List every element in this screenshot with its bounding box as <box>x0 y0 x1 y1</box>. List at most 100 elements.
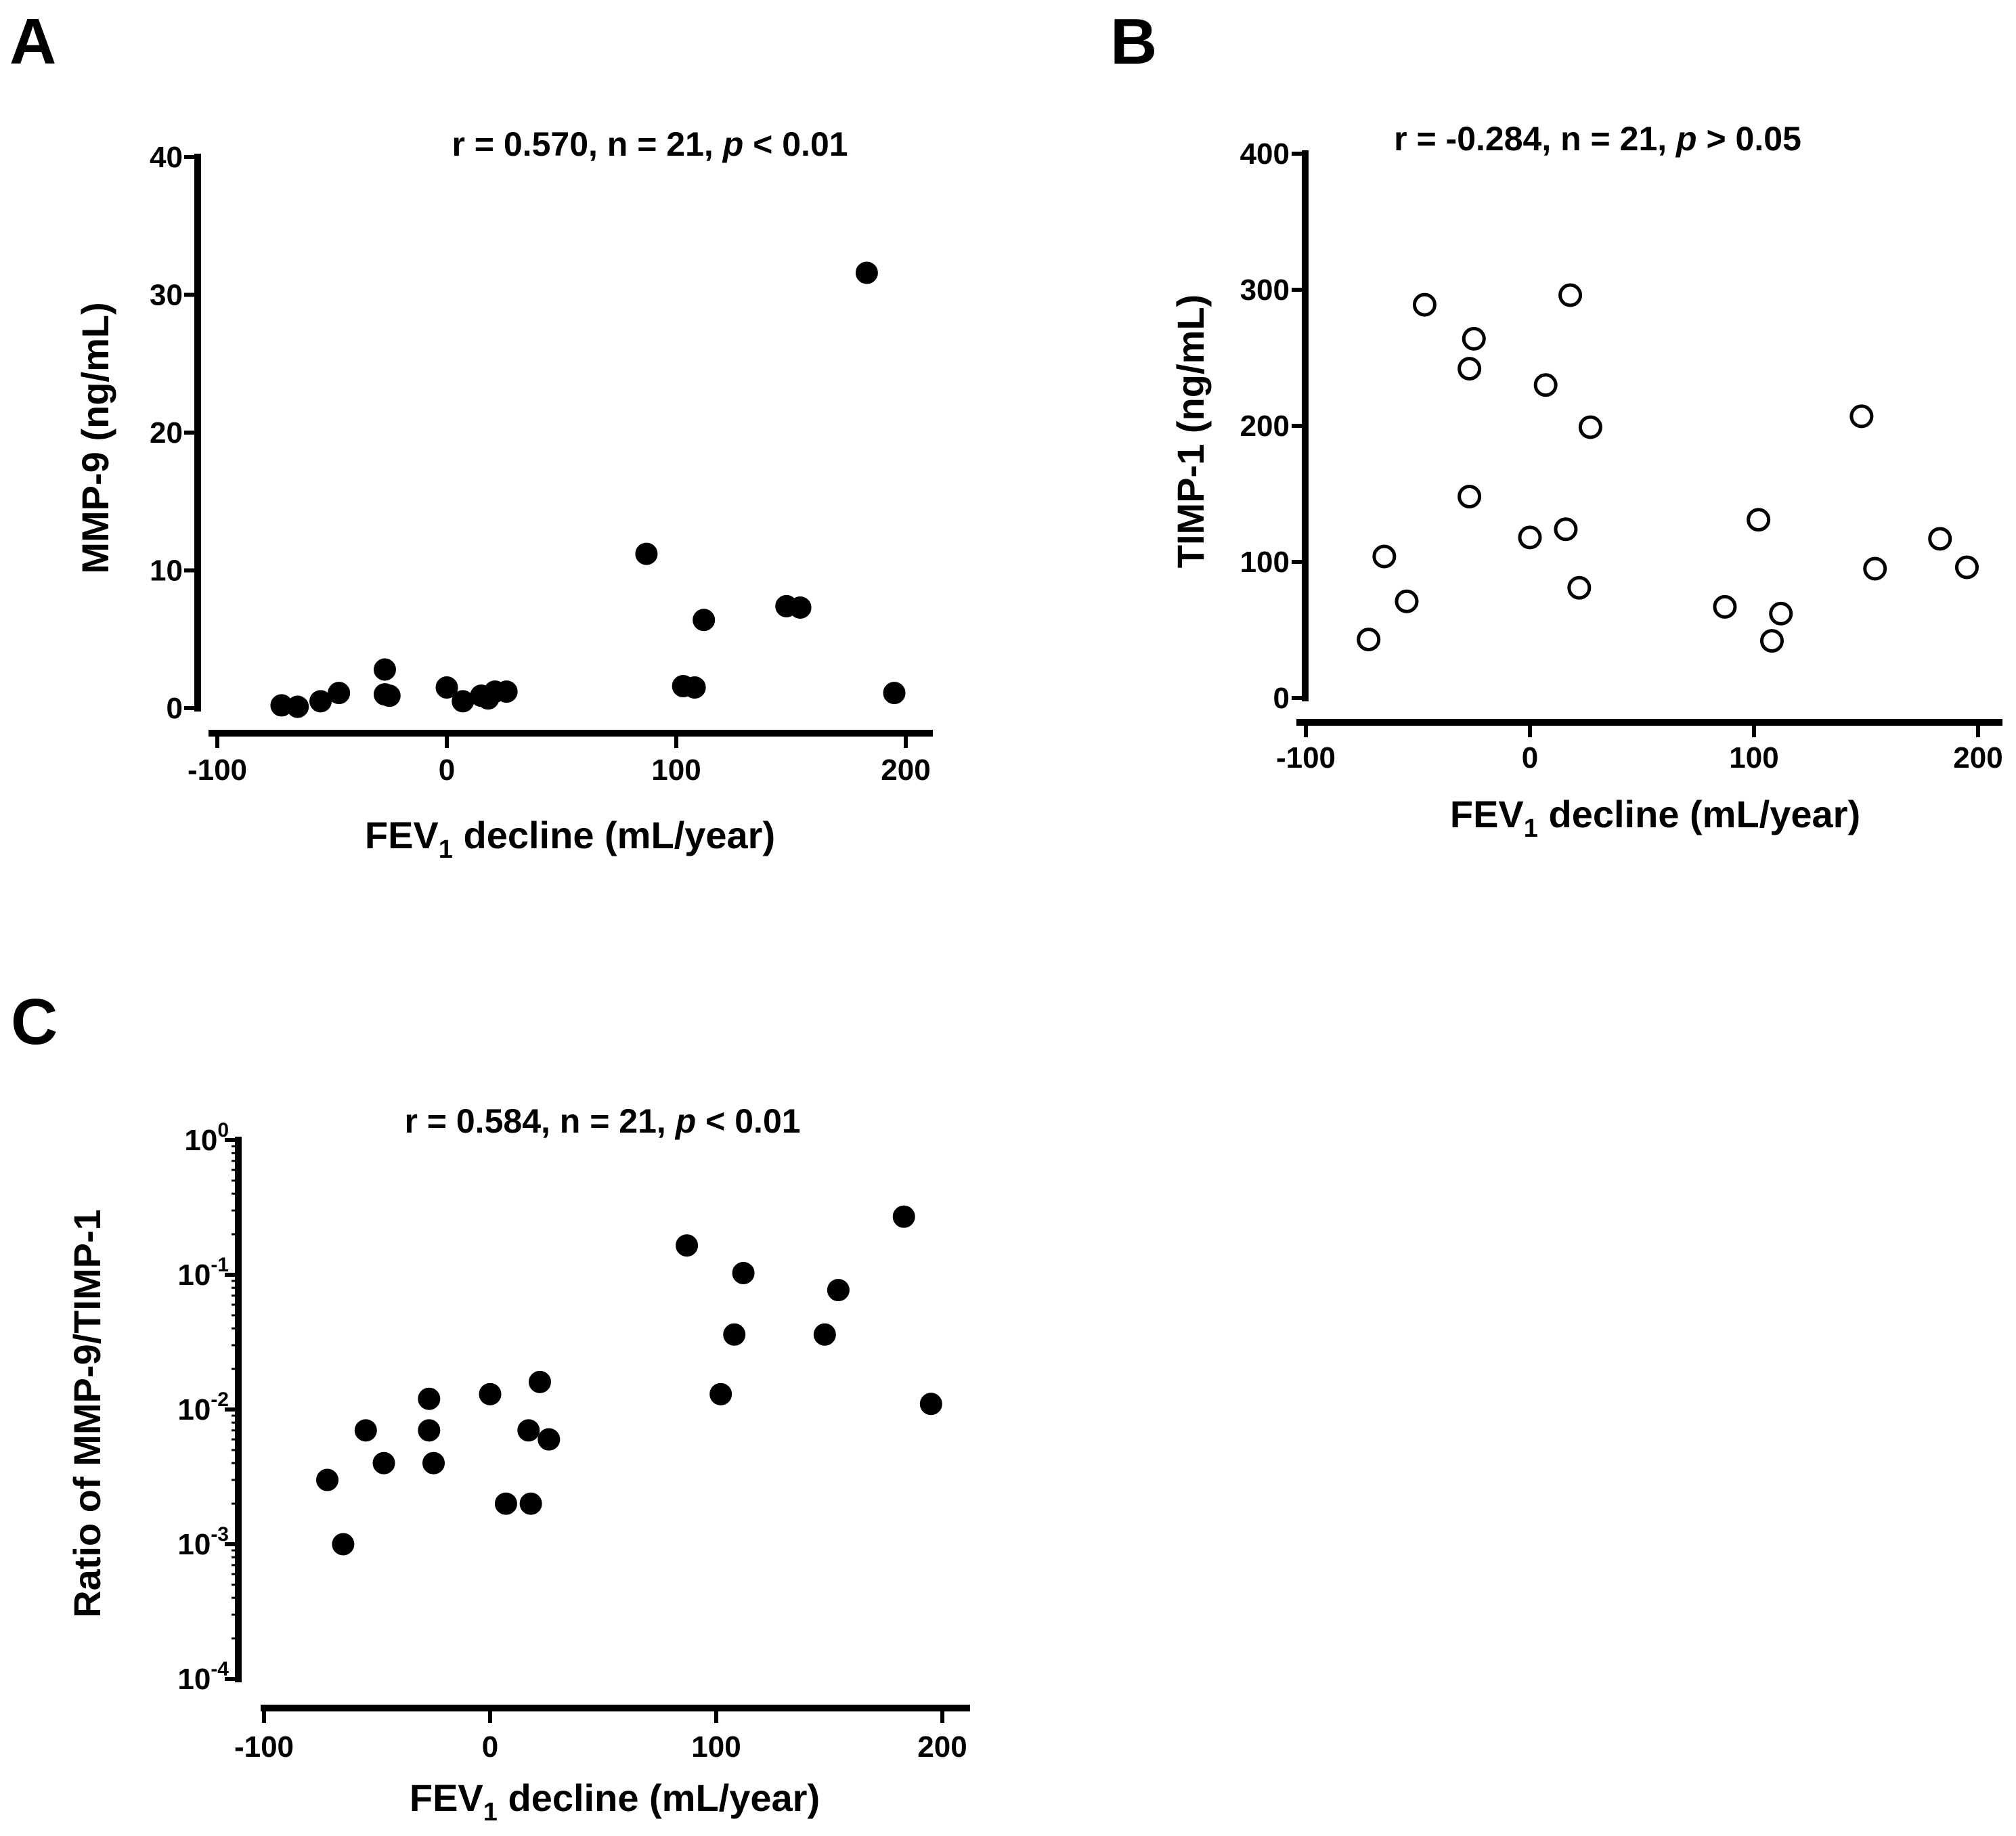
data-point <box>372 1451 395 1474</box>
data-point <box>1395 589 1419 613</box>
data-point <box>517 1419 540 1442</box>
data-point <box>789 596 812 619</box>
data-point <box>1578 415 1602 439</box>
data-point <box>635 542 658 565</box>
panel-label: B <box>1110 5 1157 78</box>
y-tick-label: 100 <box>184 1119 229 1157</box>
y-tick-label: 10-3 <box>177 1523 229 1561</box>
y-tick-label: 10-2 <box>177 1389 229 1426</box>
panel-label: A <box>9 5 56 78</box>
data-point <box>1357 628 1381 652</box>
stat-prefix: r = 0.584, n = 21, <box>404 1102 675 1140</box>
stat-annotation: r = 0.584, n = 21, p < 0.01 <box>404 1102 800 1140</box>
tick-exponent: -1 <box>211 1254 229 1276</box>
data-point <box>1769 601 1793 626</box>
x-tick-label: 0 <box>1522 741 1538 774</box>
data-point <box>1412 292 1437 317</box>
data-point <box>479 1382 502 1405</box>
x-tick-label: 100 <box>651 753 701 787</box>
y-tick-label: 40 <box>150 141 183 174</box>
data-point <box>827 1279 850 1302</box>
tick-exponent: -3 <box>211 1523 229 1546</box>
x-axis-title: FEV1 decline (mL/year) <box>365 814 775 864</box>
data-point <box>1533 373 1558 397</box>
x-tick-label: -100 <box>188 753 247 787</box>
data-point <box>435 676 458 699</box>
data-point <box>1372 544 1397 569</box>
y-axis-title: TIMP-1 (ng/mL) <box>1169 294 1212 568</box>
data-point <box>1928 527 1952 551</box>
x-title-main: FEV <box>410 1776 483 1819</box>
y-tick-label: 300 <box>1240 274 1290 307</box>
data-point <box>1759 629 1784 653</box>
y-tick-label: 100 <box>1240 546 1290 579</box>
data-point <box>316 1468 339 1491</box>
data-point <box>354 1419 377 1442</box>
x-title-main: FEV <box>365 814 439 856</box>
x-title-main: FEV <box>1450 793 1524 835</box>
tick-exponent: 0 <box>217 1119 229 1141</box>
tick-exponent: -2 <box>211 1389 229 1411</box>
chart-panel-b: B 0 100 200 300 400 -100 0 100 200 r = -0.284, n =… <box>1110 5 2003 843</box>
data-point <box>328 682 351 705</box>
x-tick-label: -100 <box>234 1730 294 1764</box>
stat-p: p <box>722 125 744 163</box>
data-point <box>892 1205 915 1228</box>
data-point <box>1518 525 1542 550</box>
data-point <box>1713 594 1737 619</box>
y-axis-title: MMP-9 (ng/mL) <box>74 302 116 573</box>
data-point <box>538 1428 561 1451</box>
y-tick-label: 10-1 <box>177 1254 229 1292</box>
y-tick-label: 30 <box>150 279 183 312</box>
x-tick-label: 100 <box>1729 741 1778 774</box>
data-point <box>418 1419 441 1442</box>
data-point <box>1954 555 1979 580</box>
tick-base: 10 <box>184 1124 217 1157</box>
y-tick-label: 10 <box>150 554 183 588</box>
stat-p: p <box>674 1102 697 1140</box>
x-title-rest: decline (mL/year) <box>498 1776 820 1819</box>
data-point <box>1458 357 1482 381</box>
x-tick-label: -100 <box>1276 741 1336 774</box>
data-point <box>286 695 309 718</box>
data-point <box>1567 575 1592 600</box>
data-point <box>1554 517 1578 542</box>
data-point <box>1458 485 1482 509</box>
data-point <box>1863 556 1887 581</box>
stat-suffix: > 0.05 <box>1697 120 1801 158</box>
x-title-rest: decline (mL/year) <box>1538 793 1860 835</box>
y-tick-label: 0 <box>1273 682 1290 715</box>
x-tick-label: 0 <box>482 1730 498 1764</box>
tick-base: 10 <box>177 1393 211 1426</box>
x-title-subscript: 1 <box>1524 814 1538 843</box>
data-point <box>883 682 906 705</box>
data-point <box>1747 508 1771 532</box>
data-point <box>683 676 706 699</box>
y-axis-title: Ratio of MMP-9/TIMP-1 <box>66 1209 108 1618</box>
y-tick-label: 20 <box>150 416 183 450</box>
data-point <box>422 1451 445 1474</box>
x-axis-title: FEV1 decline (mL/year) <box>410 1776 820 1827</box>
panel-label: C <box>11 986 58 1058</box>
data-point <box>373 658 396 681</box>
x-tick-label: 200 <box>917 1730 967 1764</box>
data-point <box>495 680 518 703</box>
stat-prefix: r = -0.284, n = 21, <box>1394 120 1676 158</box>
y-tick-label: 0 <box>167 692 183 725</box>
stat-suffix: < 0.01 <box>743 125 848 163</box>
x-tick-label: 100 <box>691 1730 741 1764</box>
y-tick-label: 10-4 <box>177 1658 229 1696</box>
x-axis-title: FEV1 decline (mL/year) <box>1450 793 1860 843</box>
data-point <box>494 1492 517 1515</box>
data-point <box>1849 404 1874 429</box>
x-tick-label: 0 <box>439 753 455 787</box>
data-point <box>332 1533 355 1556</box>
stat-annotation: r = 0.570, n = 21, p < 0.01 <box>452 125 848 163</box>
data-point <box>813 1323 836 1346</box>
data-point <box>709 1382 732 1405</box>
data-point <box>732 1261 755 1284</box>
x-title-subscript: 1 <box>483 1798 498 1827</box>
